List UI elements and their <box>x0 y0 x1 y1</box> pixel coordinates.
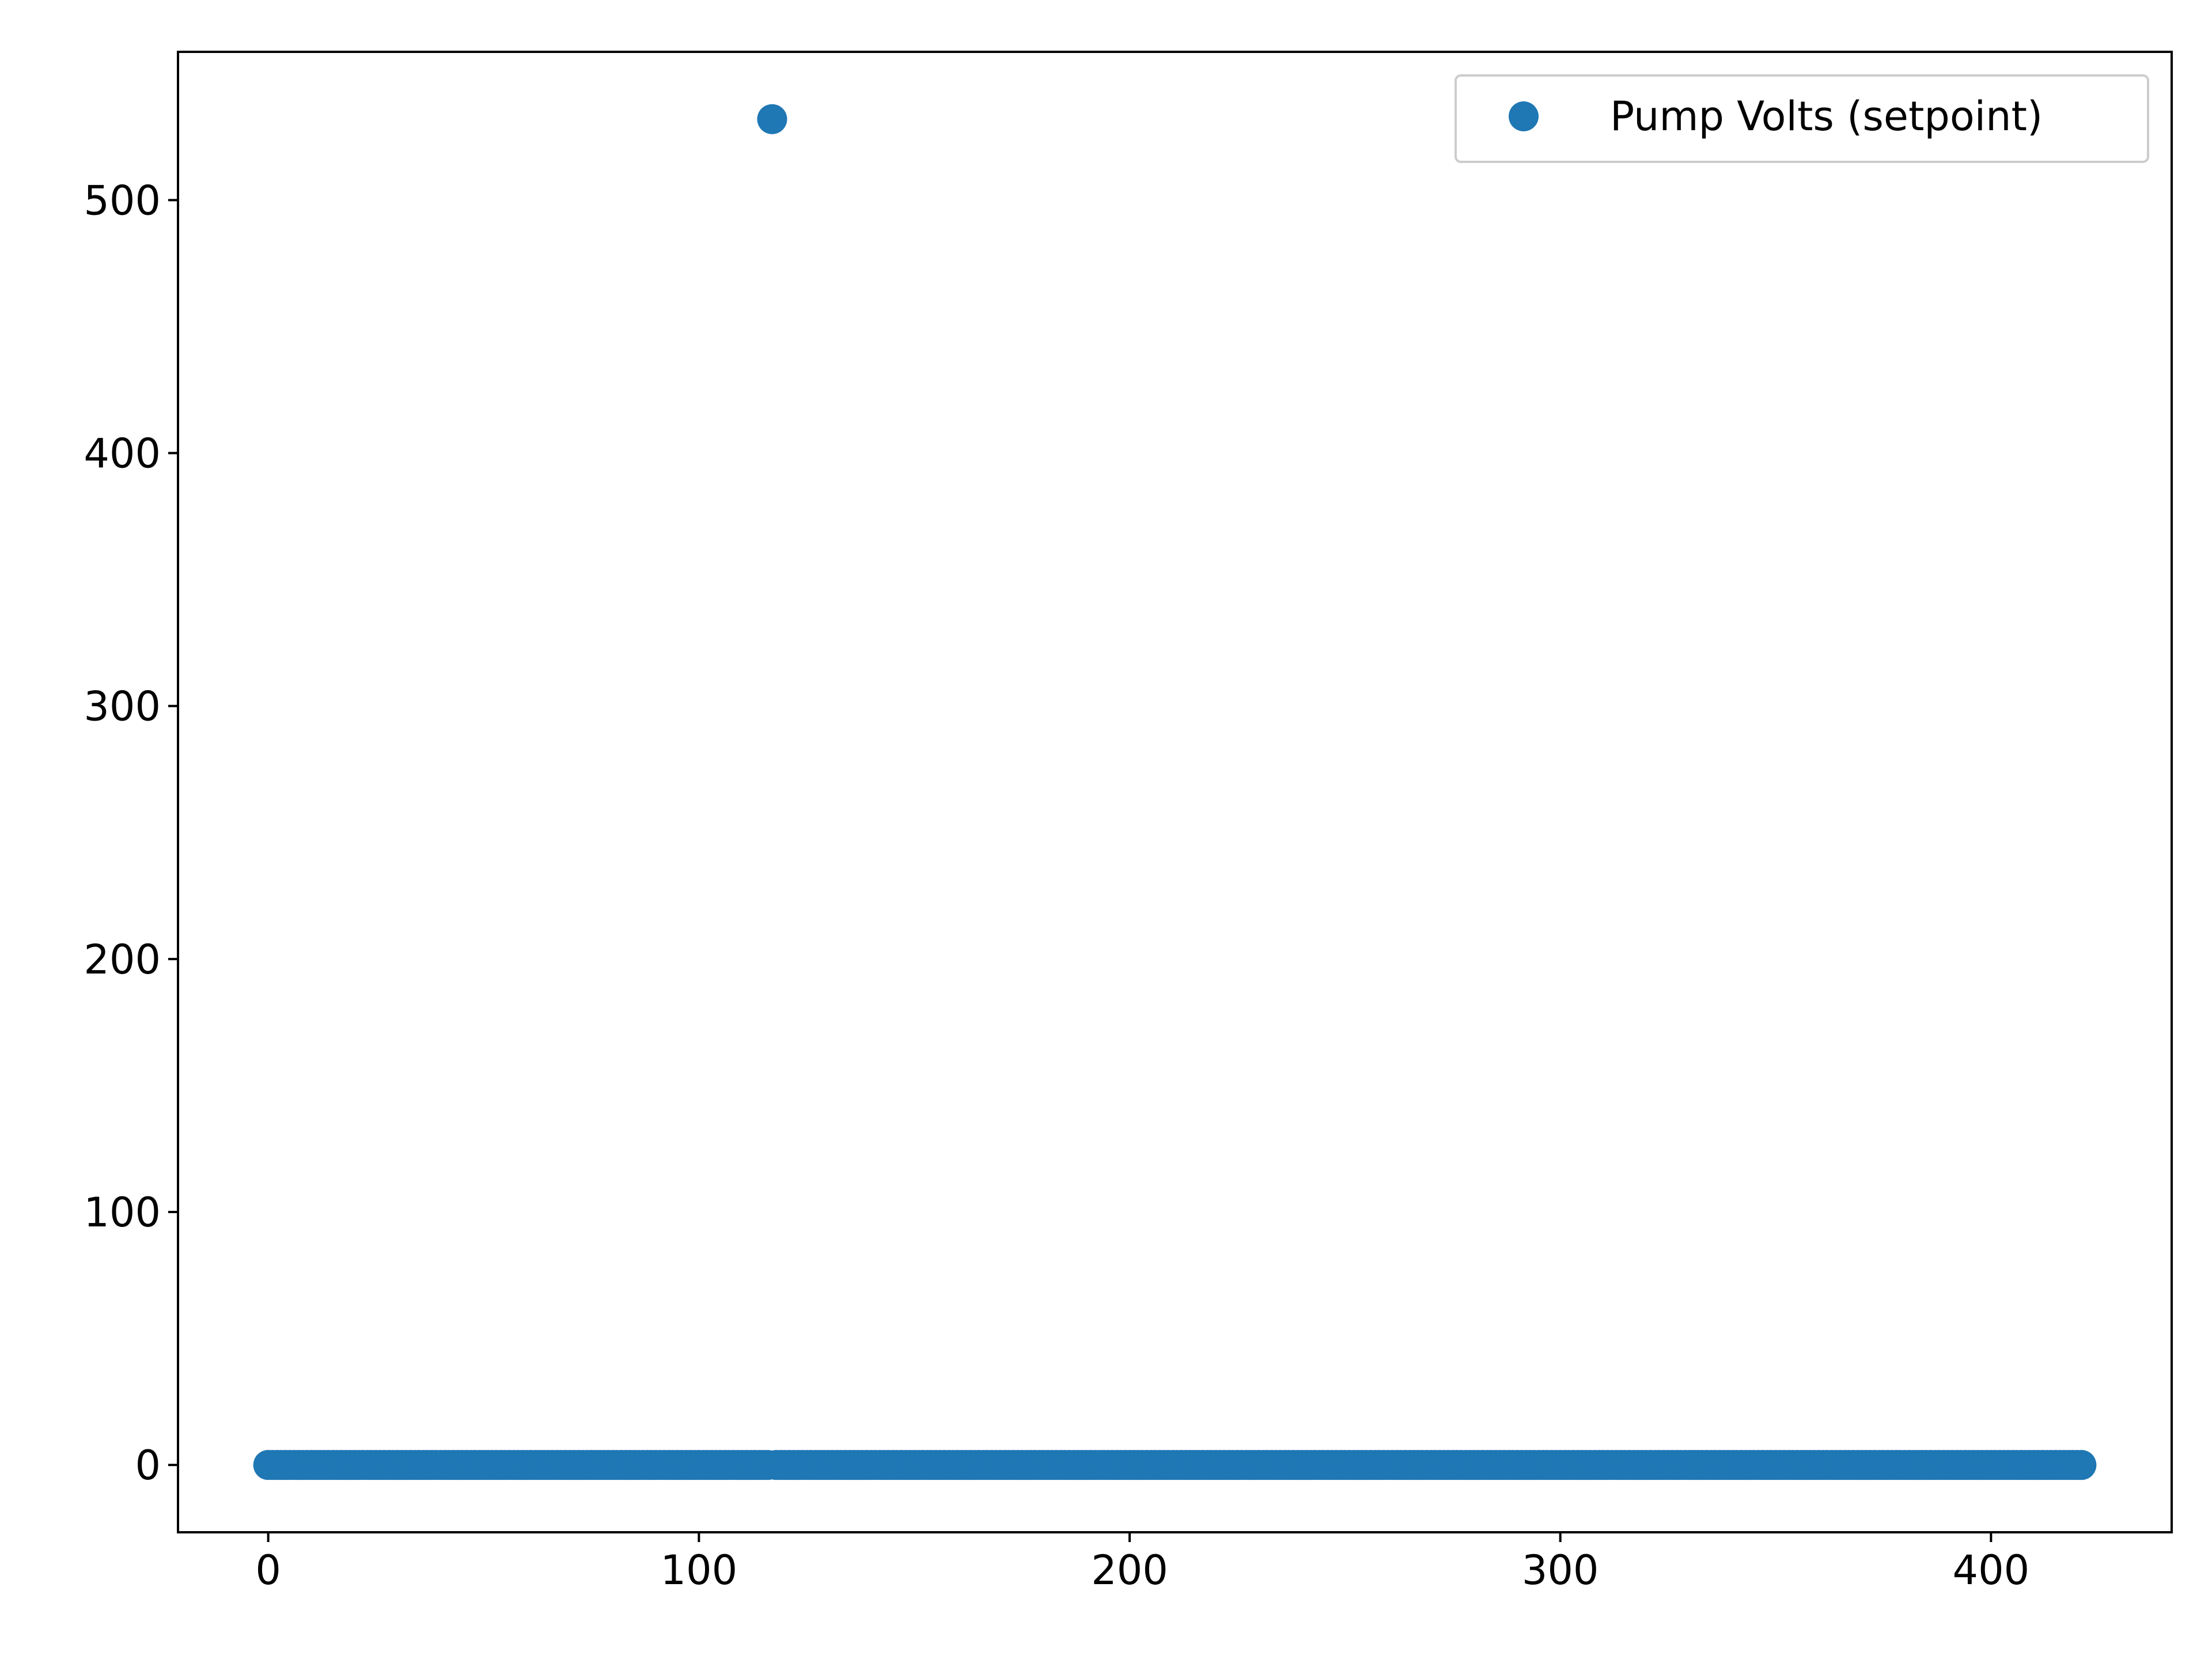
x-tick-label: 300 <box>1522 1547 1599 1594</box>
x-tick-label: 200 <box>1091 1547 1168 1594</box>
y-tick-label: 0 <box>135 1442 161 1489</box>
plot-frame <box>177 51 2173 1533</box>
x-tick-label: 100 <box>661 1547 738 1594</box>
y-tick-label: 100 <box>84 1189 161 1236</box>
legend: Pump Volts (setpoint) <box>1455 74 2149 163</box>
y-tick-label: 500 <box>84 177 161 224</box>
plot-area <box>178 52 2172 1532</box>
y-axis: 0 100 200 300 400 500 <box>84 177 178 1489</box>
data-points <box>253 104 2097 1480</box>
x-tick-label: 0 <box>255 1547 281 1594</box>
x-tick-label: 400 <box>1953 1547 2030 1594</box>
legend-marker <box>1509 101 1539 131</box>
data-point-outlier <box>757 104 787 134</box>
legend-box <box>1455 74 2149 163</box>
legend-label: Pump Volts (setpoint) <box>1610 93 2043 140</box>
y-tick-label: 300 <box>84 683 161 730</box>
y-tick-label: 400 <box>84 430 161 478</box>
data-point <box>2066 1450 2097 1480</box>
y-tick-label: 200 <box>84 936 161 983</box>
x-axis: 0 100 200 300 400 <box>255 1532 2029 1594</box>
